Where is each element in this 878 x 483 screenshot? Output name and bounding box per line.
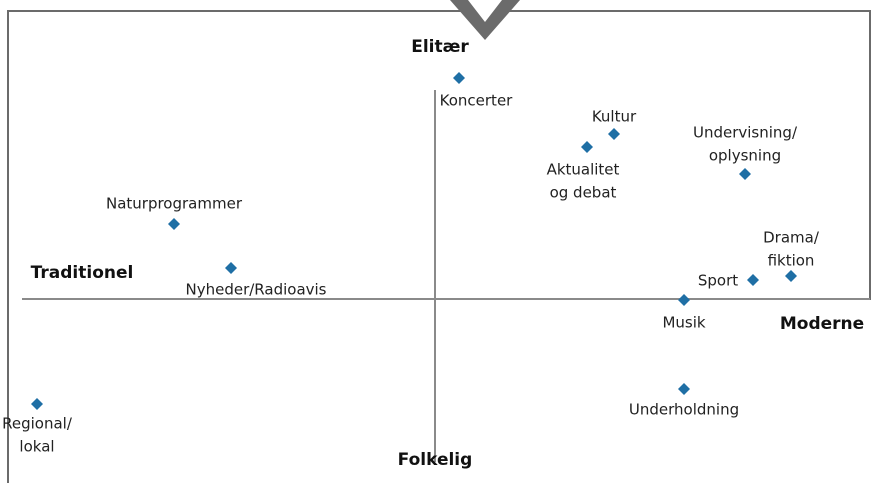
- point: [747, 274, 759, 286]
- point-label: Regional/: [2, 415, 73, 433]
- point-label: og debat: [550, 184, 617, 202]
- point: [739, 168, 751, 180]
- point-label: Underholdning: [629, 401, 739, 419]
- point-label: Drama/: [763, 229, 820, 247]
- point-label: lokal: [19, 438, 54, 456]
- axis-label: Elitær: [411, 37, 469, 57]
- axis-label: Folkelig: [398, 450, 473, 470]
- point-label: Aktualitet: [547, 161, 620, 179]
- point: [678, 294, 690, 306]
- axis-label: Moderne: [780, 314, 864, 334]
- axis-label: Traditionel: [31, 263, 134, 283]
- point: [678, 383, 690, 395]
- point-label: Kultur: [592, 108, 637, 126]
- point-label: Musik: [662, 314, 705, 332]
- frame: [7, 10, 465, 483]
- frame: [505, 10, 871, 300]
- point: [31, 398, 43, 410]
- point: [608, 128, 620, 140]
- point: [453, 72, 465, 84]
- arrow: [450, 0, 520, 40]
- point-label: fiktion: [768, 252, 815, 270]
- point: [785, 270, 797, 282]
- point: [581, 141, 593, 153]
- point: [168, 218, 180, 230]
- point-label: Sport: [698, 272, 738, 290]
- point-label: Koncerter: [440, 92, 514, 110]
- point-label: oplysning: [709, 147, 781, 165]
- point: [225, 262, 237, 274]
- point-label: Undervisning/: [693, 124, 798, 142]
- point-label: Naturprogrammer: [106, 195, 243, 213]
- point-label: Nyheder/Radioavis: [185, 281, 326, 299]
